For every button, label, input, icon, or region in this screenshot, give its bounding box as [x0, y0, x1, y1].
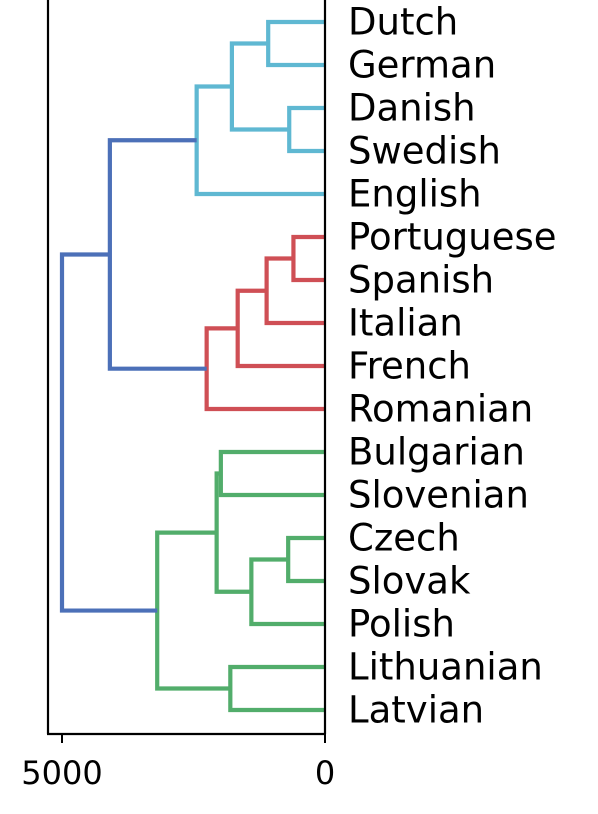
leaf-label-bulgarian: Bulgarian — [348, 431, 525, 474]
link-slavic-13 — [155, 530, 231, 691]
link-above-threshold-15 — [59, 252, 158, 613]
link-slavic-12 — [228, 664, 325, 713]
dendrogram-links — [59, 19, 325, 713]
leaf-label-german: German — [348, 44, 496, 87]
link-romance-7 — [204, 326, 325, 412]
link-above-threshold-14 — [107, 138, 207, 371]
leaf-label-spanish: Spanish — [348, 259, 494, 302]
leaf-label-czech: Czech — [348, 517, 460, 560]
leaf-label-danish: Danish — [348, 87, 476, 130]
leaf-label-swedish: Swedish — [348, 130, 501, 173]
link-romance-5 — [264, 256, 325, 326]
link-slavic-8 — [218, 449, 325, 498]
link-germanic-2 — [229, 41, 290, 132]
leaf-label-lithuanian: Lithuanian — [348, 646, 543, 689]
leaf-label-dutch: Dutch — [348, 1, 458, 44]
link-germanic-3 — [194, 84, 325, 197]
leaf-label-latvian: Latvian — [348, 689, 484, 732]
leaf-label-italian: Italian — [348, 302, 463, 345]
x-axis-ticks: 5000 0 — [21, 734, 335, 792]
link-germanic-1 — [287, 105, 325, 154]
x-tick-label-0: 0 — [315, 754, 335, 792]
link-slavic-9 — [286, 535, 325, 584]
leaf-label-english: English — [348, 173, 482, 216]
link-germanic-0 — [266, 19, 325, 68]
leaf-label-romanian: Romanian — [348, 388, 533, 431]
x-tick-label-5000: 5000 — [21, 754, 102, 792]
leaf-label-polish: Polish — [348, 603, 455, 646]
leaf-label-slovak: Slovak — [348, 560, 471, 603]
leaf-label-slovenian: Slovenian — [348, 474, 529, 517]
leaf-label-french: French — [348, 345, 471, 388]
leaf-labels: DutchGermanDanishSwedishEnglishPortugues… — [348, 1, 557, 732]
link-romance-6 — [235, 288, 325, 369]
link-romance-4 — [291, 234, 325, 283]
leaf-label-portuguese: Portuguese — [348, 216, 557, 259]
